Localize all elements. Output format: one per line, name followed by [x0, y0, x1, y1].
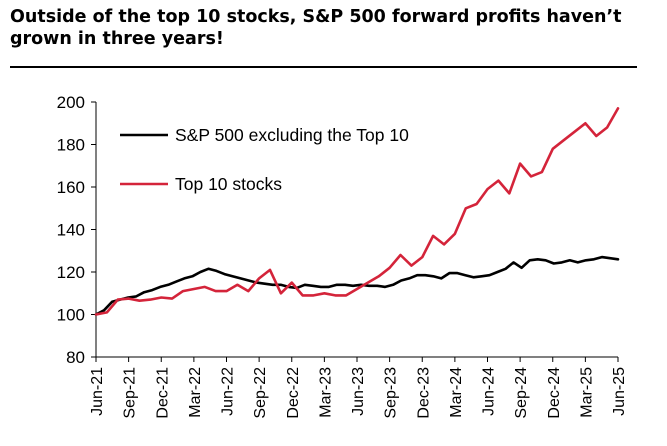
y-tick-label: 120 — [57, 263, 85, 282]
x-tick-label: Jun-21 — [89, 367, 106, 416]
x-tick-label: Mar-25 — [578, 367, 595, 418]
y-tick-label: 200 — [57, 93, 85, 112]
x-tick-label: Dec-21 — [154, 367, 171, 419]
y-tick-label: 160 — [57, 178, 85, 197]
title-underline — [10, 66, 637, 68]
series-line-sp500-ex-top10 — [94, 255, 620, 316]
x-tick-label: Jun-23 — [350, 367, 367, 416]
y-tick-label: 100 — [57, 306, 85, 325]
legend-item-sp500-ex-top10: S&P 500 excluding the Top 10 — [120, 125, 409, 145]
y-tick-label: 80 — [66, 348, 85, 367]
x-tick-label: Jun-25 — [611, 367, 628, 416]
legend-item-top10-stocks: Top 10 stocks — [120, 174, 282, 194]
x-tick-label: Mar-24 — [448, 367, 465, 418]
x-tick-label: Dec-22 — [285, 367, 302, 419]
legend-label: S&P 500 excluding the Top 10 — [175, 125, 409, 145]
series-line-top10-stocks — [94, 107, 620, 316]
x-tick-label: Mar-23 — [317, 367, 334, 418]
x-tick-label: Dec-24 — [546, 367, 563, 419]
x-tick-label: Sep-24 — [513, 367, 530, 419]
x-tick-label: Sep-22 — [252, 367, 269, 419]
x-tick-label: Sep-23 — [383, 367, 400, 419]
y-tick-label: 180 — [57, 136, 85, 155]
x-tick-label: Sep-21 — [122, 367, 139, 419]
legend: S&P 500 excluding the Top 10 Top 10 stock… — [120, 125, 409, 194]
y-axis: 80 100 120 140 160 180 200 — [57, 93, 97, 367]
chart-title: Outside of the top 10 stocks, S&P 500 fo… — [10, 7, 622, 49]
x-tick-label: Jun-22 — [220, 367, 237, 416]
x-tick-label: Mar-22 — [187, 367, 204, 418]
series-layer — [94, 107, 620, 316]
x-axis: Jun-21 Sep-21 Dec-21 Mar-22 Jun-22 Sep-22 Dec-… — [89, 356, 628, 419]
y-tick-label: 140 — [57, 221, 85, 240]
legend-label: Top 10 stocks — [175, 174, 282, 194]
x-tick-label: Dec-23 — [415, 367, 432, 419]
x-tick-label: Jun-24 — [481, 367, 498, 416]
